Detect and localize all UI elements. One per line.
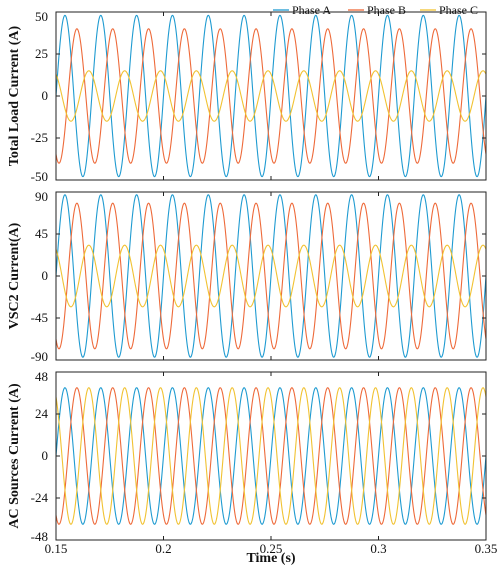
legend-entry-phase-b: Phase B [348, 3, 406, 17]
y-tick-label: 50 [35, 9, 48, 24]
series-phase-a-line [56, 387, 486, 525]
y-tick-label: 48 [35, 369, 48, 384]
y-tick-label: 0 [42, 268, 49, 283]
x-tick-label: 0.25 [260, 541, 283, 556]
y-tick-label: 24 [35, 406, 49, 421]
legend-entry-phase-c: Phase C [420, 3, 478, 17]
y-axis-title: VSC2 Current(A) [7, 222, 22, 329]
y-tick-label: -24 [31, 490, 49, 505]
x-tick-label: 0.35 [475, 541, 498, 556]
y-tick-label: 25 [35, 46, 48, 61]
x-tick-label: 0.3 [370, 541, 386, 556]
panel-1: 50 25 0 -25 -50 Total Load Current (A) [7, 9, 487, 184]
legend: Phase A Phase B Phase C [273, 3, 478, 17]
legend-entry-phase-a: Phase A [273, 3, 331, 17]
y-axis-title: AC Sources Current (A) [7, 383, 22, 529]
y-tick-label: -48 [31, 529, 48, 544]
y-tick-label: 0 [42, 448, 49, 463]
y-tick-label: -90 [31, 349, 48, 364]
series-phase-b-line [56, 202, 486, 350]
y-tick-label: -25 [31, 130, 48, 145]
y-tick-label: 90 [35, 189, 48, 204]
panel-3: 48 24 0 -24 -480.15 0.2 0.25 0.3 0.35 AC Sources … [7, 369, 497, 566]
x-axis-title: Time (s) [246, 551, 295, 566]
panel-2: 90 45 0 -45 -90 VSC2 Current(A) [7, 189, 487, 364]
legend-label: Phase A [292, 3, 331, 17]
y-axis-title: Total Load Current (A) [7, 25, 22, 166]
series-phase-c-line [56, 244, 486, 308]
x-tick-label: 0.15 [45, 541, 68, 556]
series-phase-c-line [56, 387, 486, 525]
x-tick-label: 0.2 [155, 541, 171, 556]
series-phase-c-line [56, 70, 486, 122]
series-phase-a-line [56, 194, 486, 358]
y-tick-label: -45 [31, 310, 48, 325]
y-tick-label: -50 [31, 169, 48, 184]
legend-label: Phase B [367, 3, 406, 17]
series-phase-b-line [56, 387, 486, 525]
y-tick-label: 45 [35, 226, 48, 241]
y-tick-label: 0 [42, 88, 49, 103]
series-phase-a-line [56, 14, 486, 178]
legend-label: Phase C [439, 3, 478, 17]
series-phase-b-line [56, 28, 486, 164]
